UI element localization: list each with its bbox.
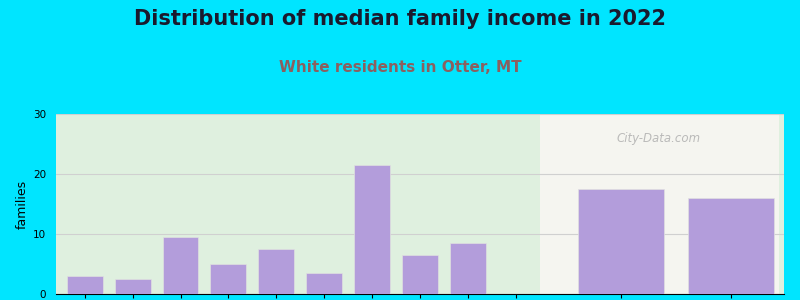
Bar	[210, 264, 246, 294]
Bar	[66, 276, 102, 294]
Bar	[258, 249, 294, 294]
Text: Distribution of median family income in 2022: Distribution of median family income in …	[134, 9, 666, 29]
Y-axis label: families: families	[16, 179, 29, 229]
Text: White residents in Otter, MT: White residents in Otter, MT	[278, 60, 522, 75]
Bar	[402, 255, 438, 294]
Bar	[688, 198, 774, 294]
Bar	[162, 237, 198, 294]
Bar	[61, 0, 540, 294]
Bar	[540, 0, 779, 294]
Bar	[114, 279, 150, 294]
Bar	[354, 165, 390, 294]
Bar	[578, 189, 664, 294]
Bar	[450, 243, 486, 294]
Text: City-Data.com: City-Data.com	[617, 132, 701, 145]
Bar	[306, 273, 342, 294]
